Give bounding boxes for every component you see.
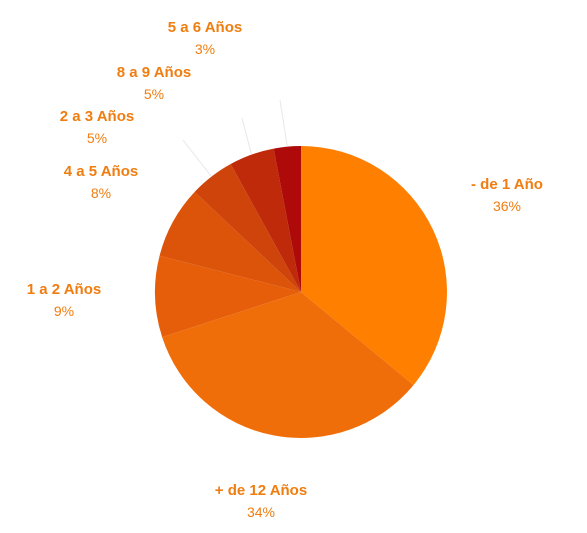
slice-label: 4 a 5 Años: [64, 163, 138, 180]
slice-label: 1 a 2 Años: [27, 281, 101, 298]
leader-line: [182, 139, 212, 177]
slice-percent: 8%: [91, 185, 111, 201]
pie-slice: [230, 148, 301, 292]
slice-label: 2 a 3 Años: [60, 108, 134, 125]
leader-line: [279, 99, 288, 147]
pie-slice: [159, 192, 301, 292]
slice-percent: 9%: [54, 303, 74, 319]
slice-label: - de 1 Año: [471, 176, 543, 193]
slice-percent: 3%: [195, 41, 215, 57]
pie-slices: [155, 146, 447, 438]
slice-label: 8 a 9 Años: [117, 64, 191, 81]
slice-percent: 5%: [87, 130, 107, 146]
pie-slice: [155, 255, 301, 338]
leader-line: [241, 117, 253, 155]
slice-label: 5 a 6 Años: [168, 19, 242, 36]
slice-percent: 34%: [247, 504, 275, 520]
leader-lines: [182, 99, 288, 177]
slice-label: + de 12 Años: [215, 482, 307, 499]
slice-labels: - de 1 Año 36% + de 12 Años 34% 1 a 2 Años 9%…: [27, 19, 543, 520]
slice-percent: 5%: [144, 86, 164, 102]
slice-percent: 36%: [493, 198, 521, 214]
pie-slice: [301, 146, 447, 386]
pie-slice: [162, 292, 414, 438]
pie-slice: [194, 164, 301, 292]
pie-slice: [273, 146, 301, 292]
